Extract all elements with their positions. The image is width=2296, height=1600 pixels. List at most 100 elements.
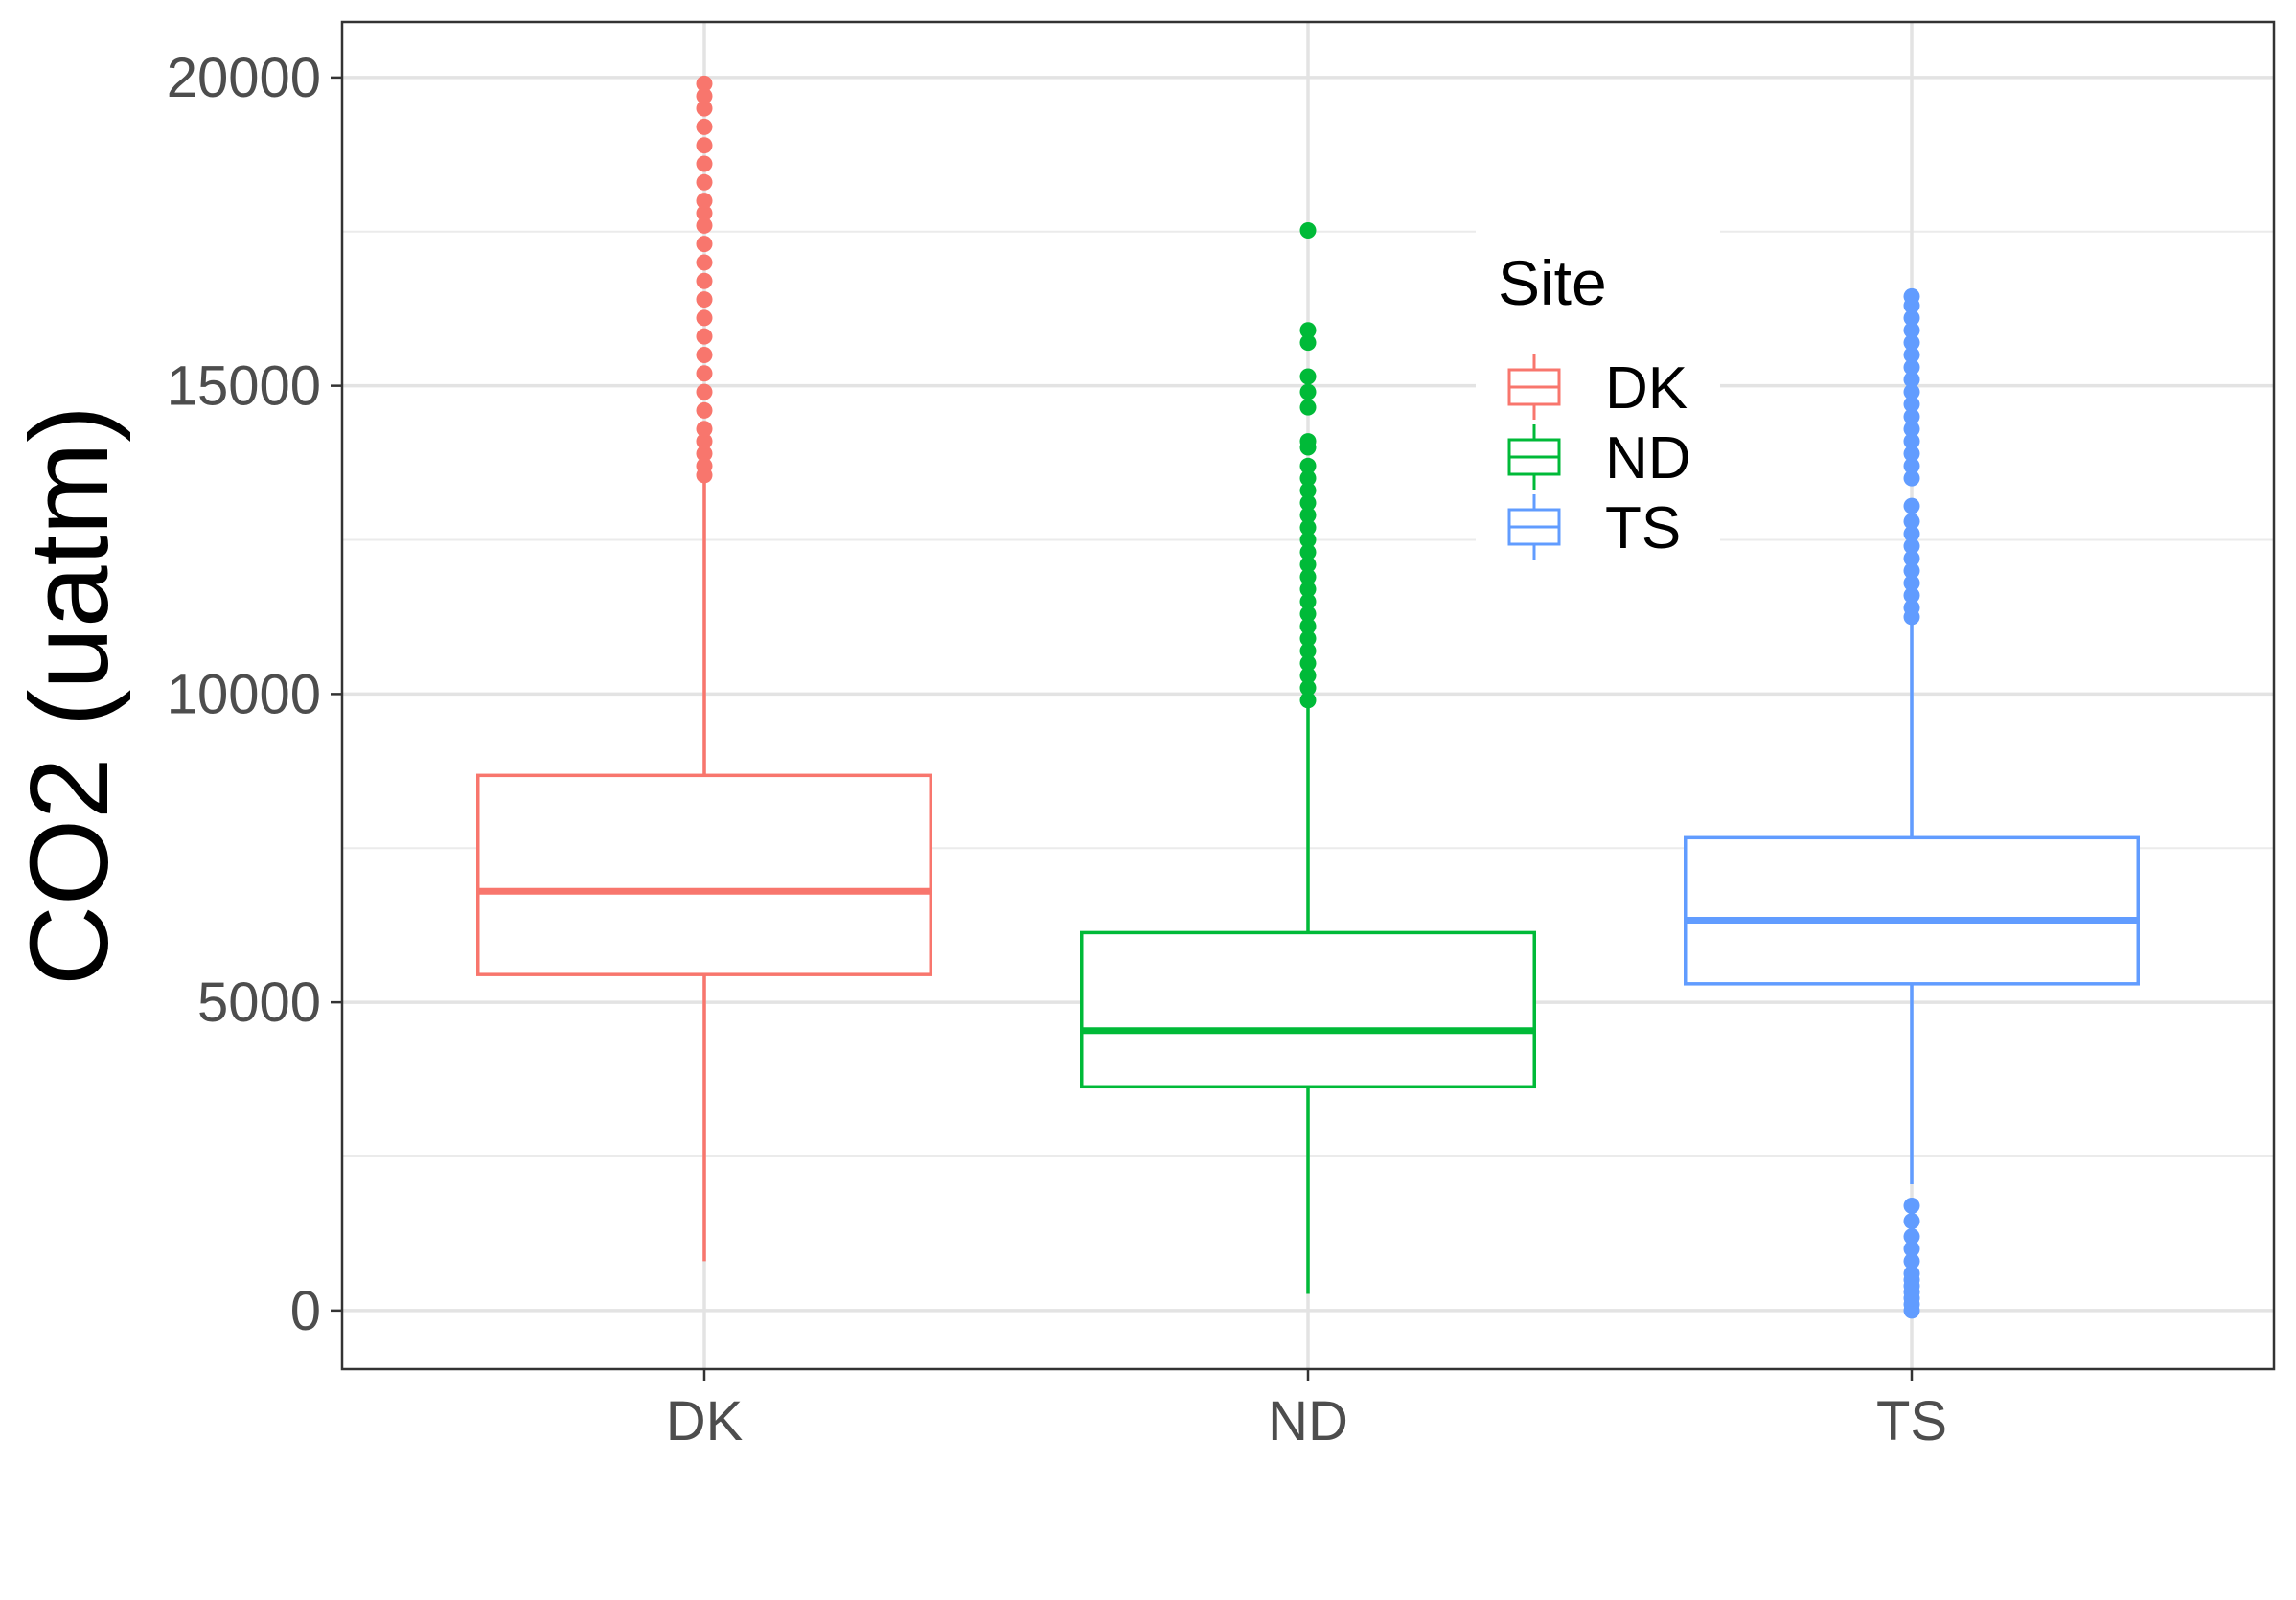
- outlier-point: [696, 75, 713, 92]
- outlier-point: [1299, 507, 1317, 524]
- box-dk: [476, 75, 932, 1262]
- outlier-point: [1903, 309, 1920, 327]
- outlier-point: [1299, 679, 1317, 697]
- outlier-point: [1299, 606, 1317, 623]
- outlier-point: [1299, 654, 1317, 672]
- y-tick-label: 15000: [167, 355, 321, 418]
- outlier-point: [696, 193, 713, 210]
- outlier-point: [1903, 497, 1920, 514]
- outlier-point: [1903, 433, 1920, 450]
- outlier-point: [1903, 550, 1920, 567]
- outlier-point: [1299, 519, 1317, 537]
- x-tick-label: DK: [666, 1390, 744, 1452]
- outlier-point: [696, 204, 713, 221]
- outlier-point: [1903, 1265, 1920, 1282]
- outlier-point: [696, 457, 713, 474]
- outlier-point: [1299, 543, 1317, 560]
- outlier-point: [1903, 358, 1920, 376]
- legend-key-nd: [1507, 424, 1561, 490]
- x-tick-label: TS: [1876, 1390, 1947, 1452]
- legend-key-ts: [1507, 494, 1561, 560]
- boxes: [476, 75, 2140, 1319]
- outlier-point: [696, 272, 713, 289]
- outlier-point: [696, 421, 713, 438]
- outlier-point: [1299, 556, 1317, 573]
- y-tick-label: 5000: [197, 971, 321, 1034]
- outlier-point: [1903, 457, 1920, 474]
- outlier-point: [696, 433, 713, 450]
- outlier-point: [1903, 525, 1920, 542]
- outlier-point: [1299, 494, 1317, 512]
- outlier-point: [696, 236, 713, 253]
- outlier-point: [1299, 433, 1317, 450]
- legend-label: TS: [1605, 495, 1681, 561]
- outlier-point: [1903, 371, 1920, 388]
- outlier-point: [1903, 445, 1920, 462]
- outlier-point: [1903, 1213, 1920, 1230]
- outlier-point: [1903, 334, 1920, 352]
- box-iqr: [1080, 930, 1536, 1089]
- outlier-point: [1299, 532, 1317, 549]
- outlier-point: [1903, 346, 1920, 363]
- y-tick-label: 10000: [167, 663, 321, 725]
- outlier-point: [696, 254, 713, 271]
- outlier-point: [1299, 629, 1317, 647]
- outlier-point: [1903, 469, 1920, 487]
- outlier-point: [1299, 667, 1317, 684]
- outlier-point: [1903, 537, 1920, 555]
- box-nd: [1080, 221, 1536, 1294]
- outlier-point: [1903, 1228, 1920, 1246]
- y-tick-label: 20000: [167, 47, 321, 109]
- outlier-point: [1299, 221, 1317, 239]
- outlier-point: [1903, 1252, 1920, 1269]
- box-ts: [1684, 287, 2140, 1319]
- outlier-point: [1299, 568, 1317, 585]
- y-tick-label: 0: [290, 1280, 321, 1342]
- legend-label: ND: [1605, 425, 1691, 491]
- outlier-point: [696, 309, 713, 327]
- outlier-point: [1903, 586, 1920, 604]
- outlier-point: [1299, 593, 1317, 610]
- x-tick-label: ND: [1268, 1390, 1348, 1452]
- outlier-point: [696, 445, 713, 462]
- outlier-point: [696, 346, 713, 363]
- outlier-point: [1299, 322, 1317, 339]
- outlier-point: [1299, 457, 1317, 474]
- outlier-point: [696, 137, 713, 154]
- outlier-point: [1903, 396, 1920, 413]
- outlier-point: [1903, 421, 1920, 438]
- outlier-point: [696, 383, 713, 400]
- box-iqr: [476, 773, 932, 976]
- outlier-point: [1299, 482, 1317, 499]
- outlier-point: [1903, 599, 1920, 616]
- outlier-point: [1903, 287, 1920, 305]
- legend-label: DK: [1605, 355, 1688, 422]
- outlier-point: [696, 87, 713, 104]
- outlier-point: [1299, 581, 1317, 598]
- outlier-point: [1299, 368, 1317, 385]
- outlier-point: [1903, 1241, 1920, 1258]
- outlier-point: [1299, 469, 1317, 487]
- outlier-point: [1299, 642, 1317, 659]
- outlier-point: [696, 328, 713, 345]
- y-axis-title: CO2 (uatm): [7, 405, 131, 986]
- outlier-point: [696, 173, 713, 191]
- outlier-point: [1299, 618, 1317, 635]
- outlier-point: [1299, 334, 1317, 352]
- outlier-point: [696, 155, 713, 172]
- outlier-point: [696, 217, 713, 234]
- outlier-point: [696, 118, 713, 135]
- box-iqr: [1684, 835, 2140, 986]
- outlier-point: [1903, 562, 1920, 580]
- outlier-point: [1903, 575, 1920, 592]
- outlier-point: [1903, 513, 1920, 530]
- legend-title: Site: [1498, 247, 1607, 318]
- outlier-point: [696, 291, 713, 309]
- outlier-point: [1299, 692, 1317, 709]
- outlier-point: [1903, 322, 1920, 339]
- outlier-point: [696, 401, 713, 419]
